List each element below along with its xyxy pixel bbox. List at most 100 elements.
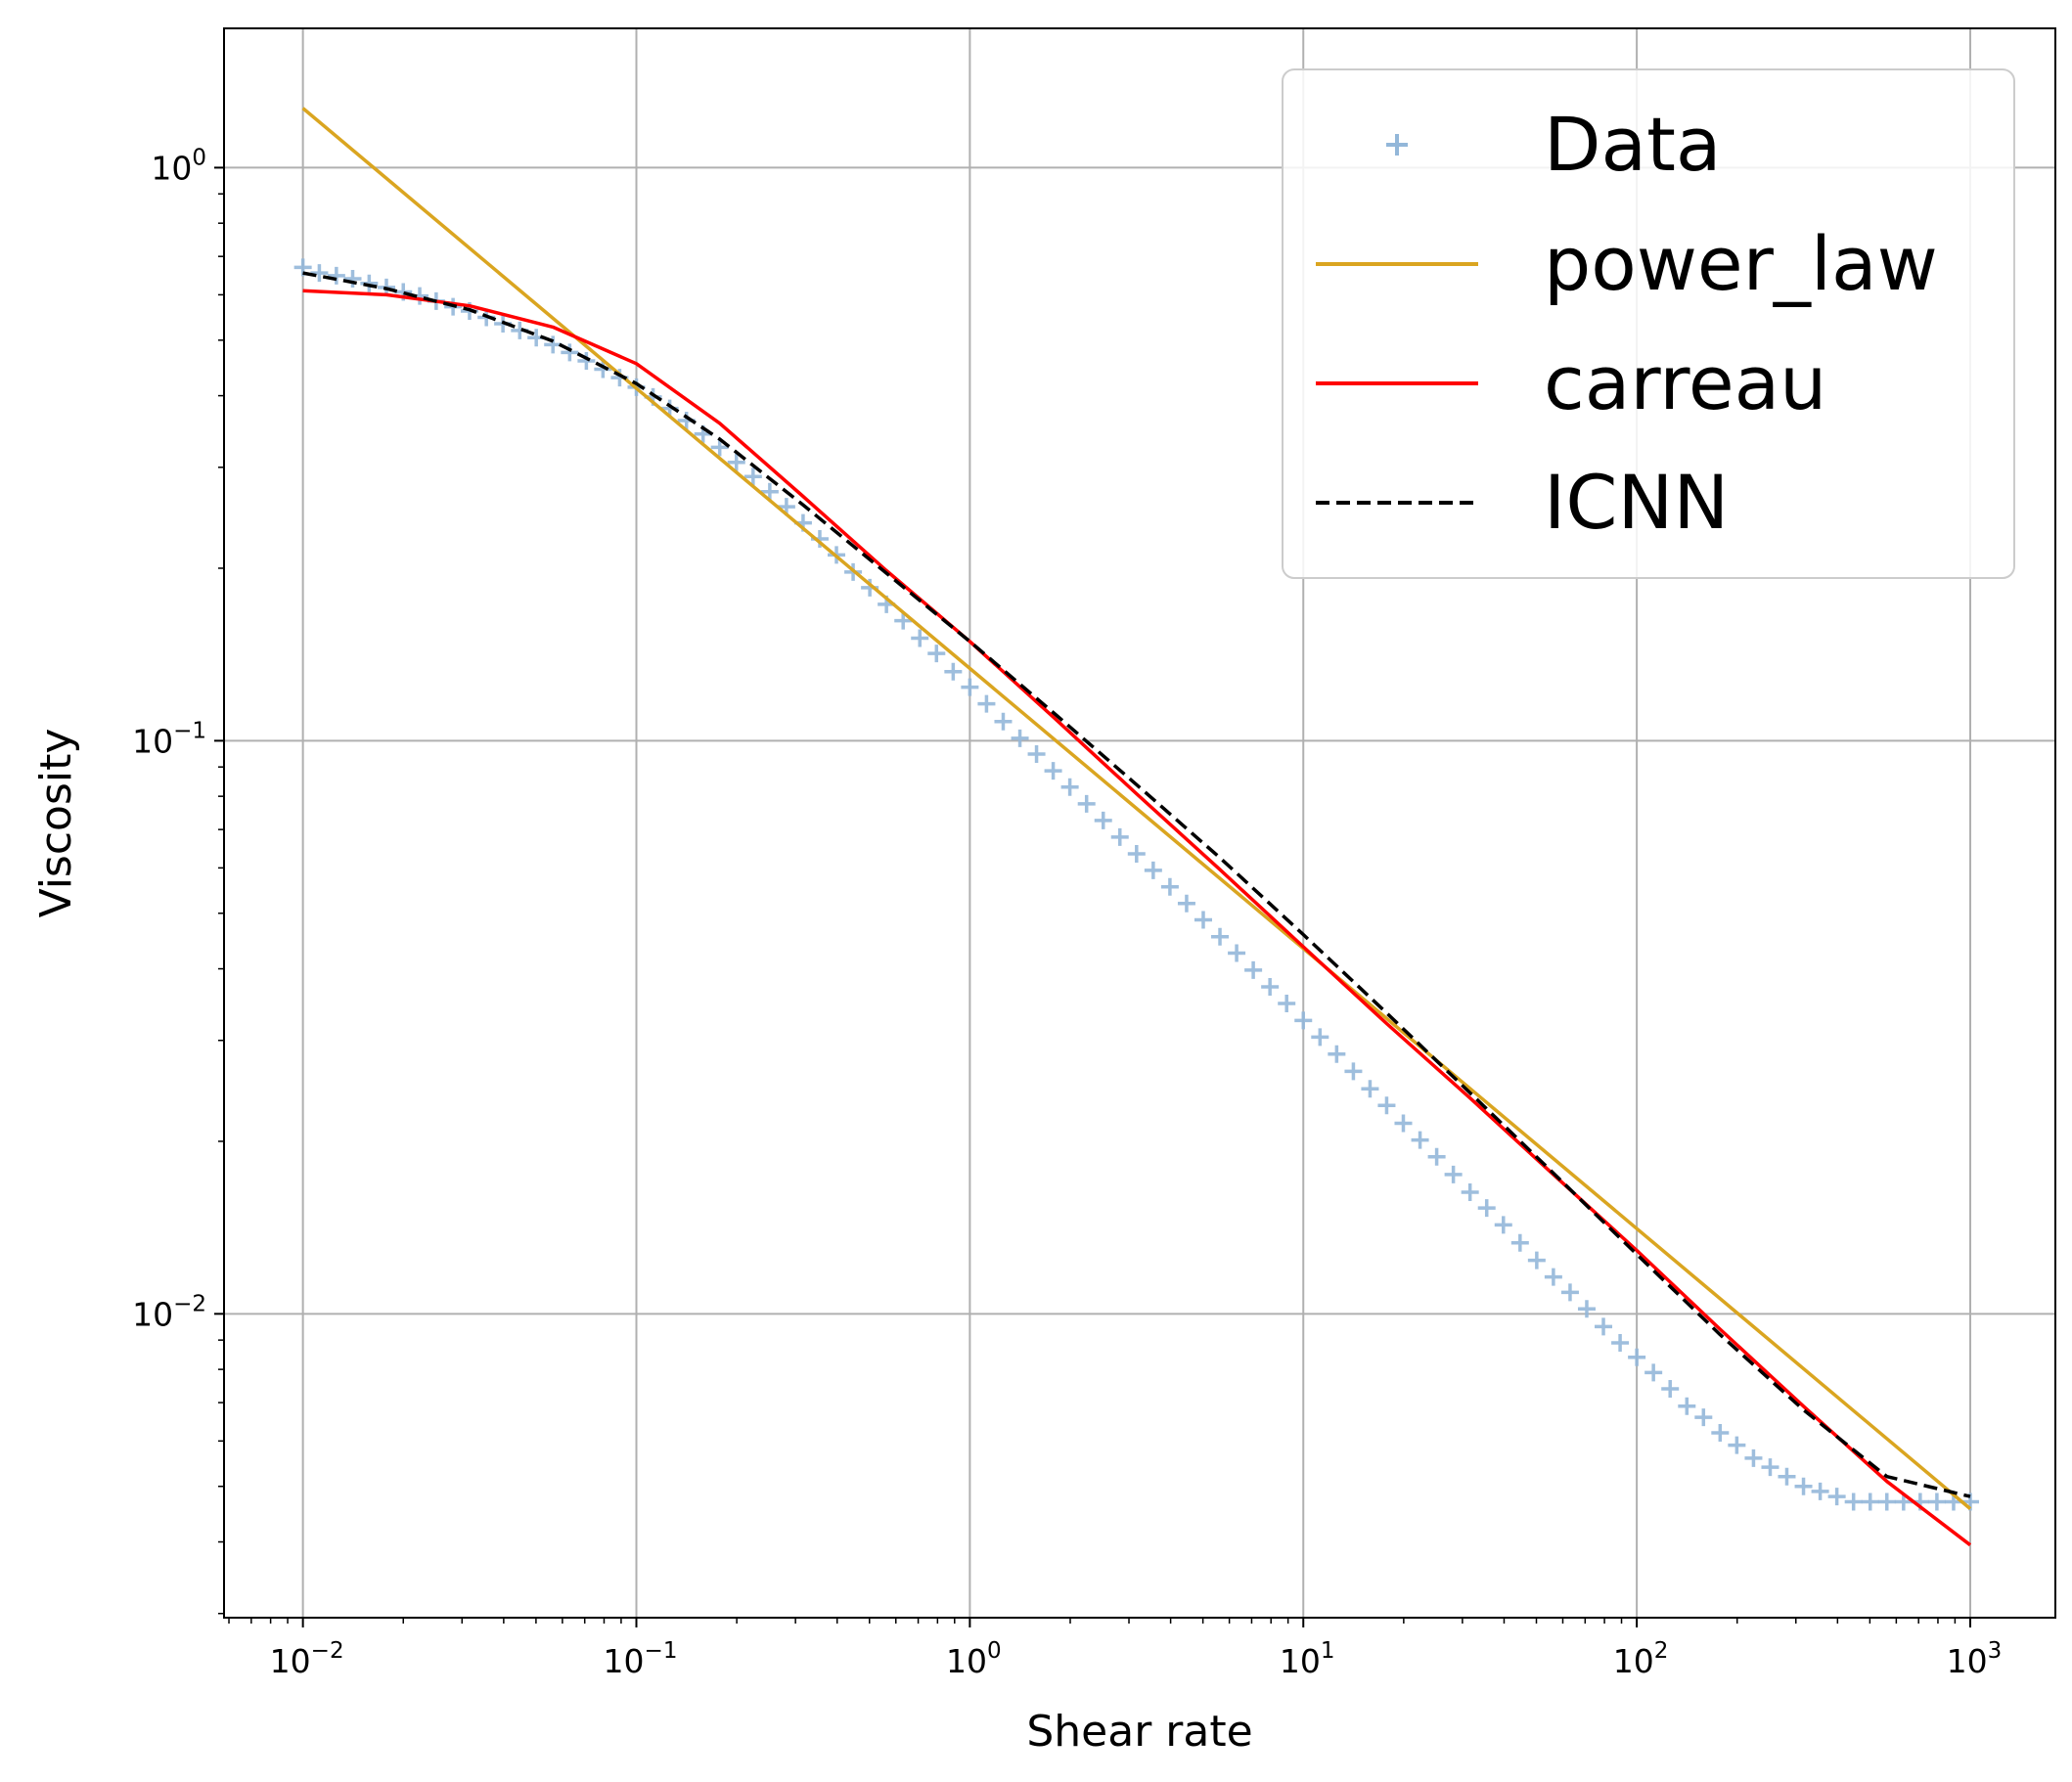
legend-marker-data [1386,134,1408,156]
series-data [293,258,1979,1511]
data-point [1877,1492,1896,1511]
data-point [927,645,946,663]
data-point [760,482,779,501]
series-line-power-law [301,107,1972,1510]
data-point [1711,1423,1730,1442]
data-point [894,611,913,630]
x-tick-label: 10−1 [604,1638,678,1680]
data-point [1027,744,1046,763]
x-tick-label: 101 [1280,1638,1335,1680]
data-point [710,438,729,457]
data-point [561,343,579,362]
data-point [1127,844,1146,863]
data-point [1678,1397,1696,1415]
data-point [1595,1317,1613,1336]
y-tick-label: 10−2 [132,1291,206,1333]
data-point [1160,877,1179,896]
data-point [594,360,612,379]
data-point [1794,1477,1813,1495]
x-tick-label: 102 [1613,1638,1669,1680]
x-tick-label: 103 [1947,1638,2003,1680]
data-point [1611,1333,1630,1352]
data-point [1344,1062,1363,1081]
data-point [1144,861,1162,879]
x-tick-label: 10−2 [270,1638,344,1680]
series-layer [293,107,1979,1547]
data-point [1177,894,1195,913]
data-point [1011,729,1029,747]
data-point [1361,1080,1379,1098]
legend-label-data: Data [1544,101,1721,188]
ticks: 10−2 10−1 100 101 102 103 10−2 10−1 100 [132,145,2002,1680]
data-point [343,269,362,288]
data-point [1194,911,1212,929]
data-point [1694,1408,1713,1427]
data-point [994,712,1013,731]
data-point [1077,794,1096,813]
data-point [1477,1199,1496,1218]
data-point [327,266,345,285]
data-point [1661,1379,1680,1398]
legend-label-power-law: power_law [1544,220,1938,307]
data-point [1761,1458,1779,1477]
legend-label-carreau: carreau [1544,339,1826,426]
data-point [1377,1096,1396,1115]
data-point [1278,994,1296,1012]
data-point [1510,1233,1529,1252]
data-point [1244,960,1263,979]
data-point [1628,1348,1646,1366]
data-point [1427,1147,1446,1166]
data-point [1778,1467,1796,1486]
legend-label-icnn: ICNN [1544,459,1729,546]
data-point [1044,762,1062,780]
series-icnn [302,271,1971,1498]
data-point [1311,1028,1329,1047]
data-point [1328,1045,1346,1063]
data-point [1394,1114,1413,1133]
data-point [360,274,379,292]
data-point [1494,1216,1512,1234]
data-point [911,629,929,647]
x-tick-label: 100 [946,1638,1002,1680]
series-line-carreau [302,289,1972,1547]
y-tick-label: 100 [151,145,206,187]
data-point [1544,1268,1562,1286]
data-point [1744,1448,1763,1467]
y-tick-label: 10−1 [132,718,206,760]
data-point [1444,1165,1463,1183]
data-point [544,335,563,354]
data-point [1461,1183,1479,1201]
data-point [1294,1011,1313,1030]
data-point [1060,778,1079,796]
data-point [1927,1492,1946,1511]
data-point [1844,1492,1863,1511]
data-point [577,352,596,371]
data-point [743,468,762,486]
series-carreau [302,289,1972,1547]
axes-frame [223,27,2056,1619]
data-point [961,678,979,696]
data-point [1827,1488,1846,1506]
data-point [1861,1492,1879,1511]
data-point [1094,811,1112,829]
series-power-law [301,107,1972,1510]
data-point [1411,1131,1429,1149]
legend-box [1282,68,2015,579]
data-point [727,453,745,471]
series-line-icnn [302,271,1971,1498]
data-point [1110,827,1129,846]
data-point [1261,978,1280,997]
data-point [1560,1283,1579,1302]
data-point [1527,1251,1546,1270]
data-point [1811,1482,1829,1500]
data-point [310,264,329,283]
data-point [1577,1300,1596,1318]
data-point [1644,1363,1663,1382]
data-point [1211,927,1230,946]
data-point [1728,1436,1746,1454]
x-axis-label: Shear rate [1026,1707,1252,1757]
y-axis-label: Viscosity [31,729,81,918]
data-point [977,694,996,713]
data-point [944,662,963,681]
